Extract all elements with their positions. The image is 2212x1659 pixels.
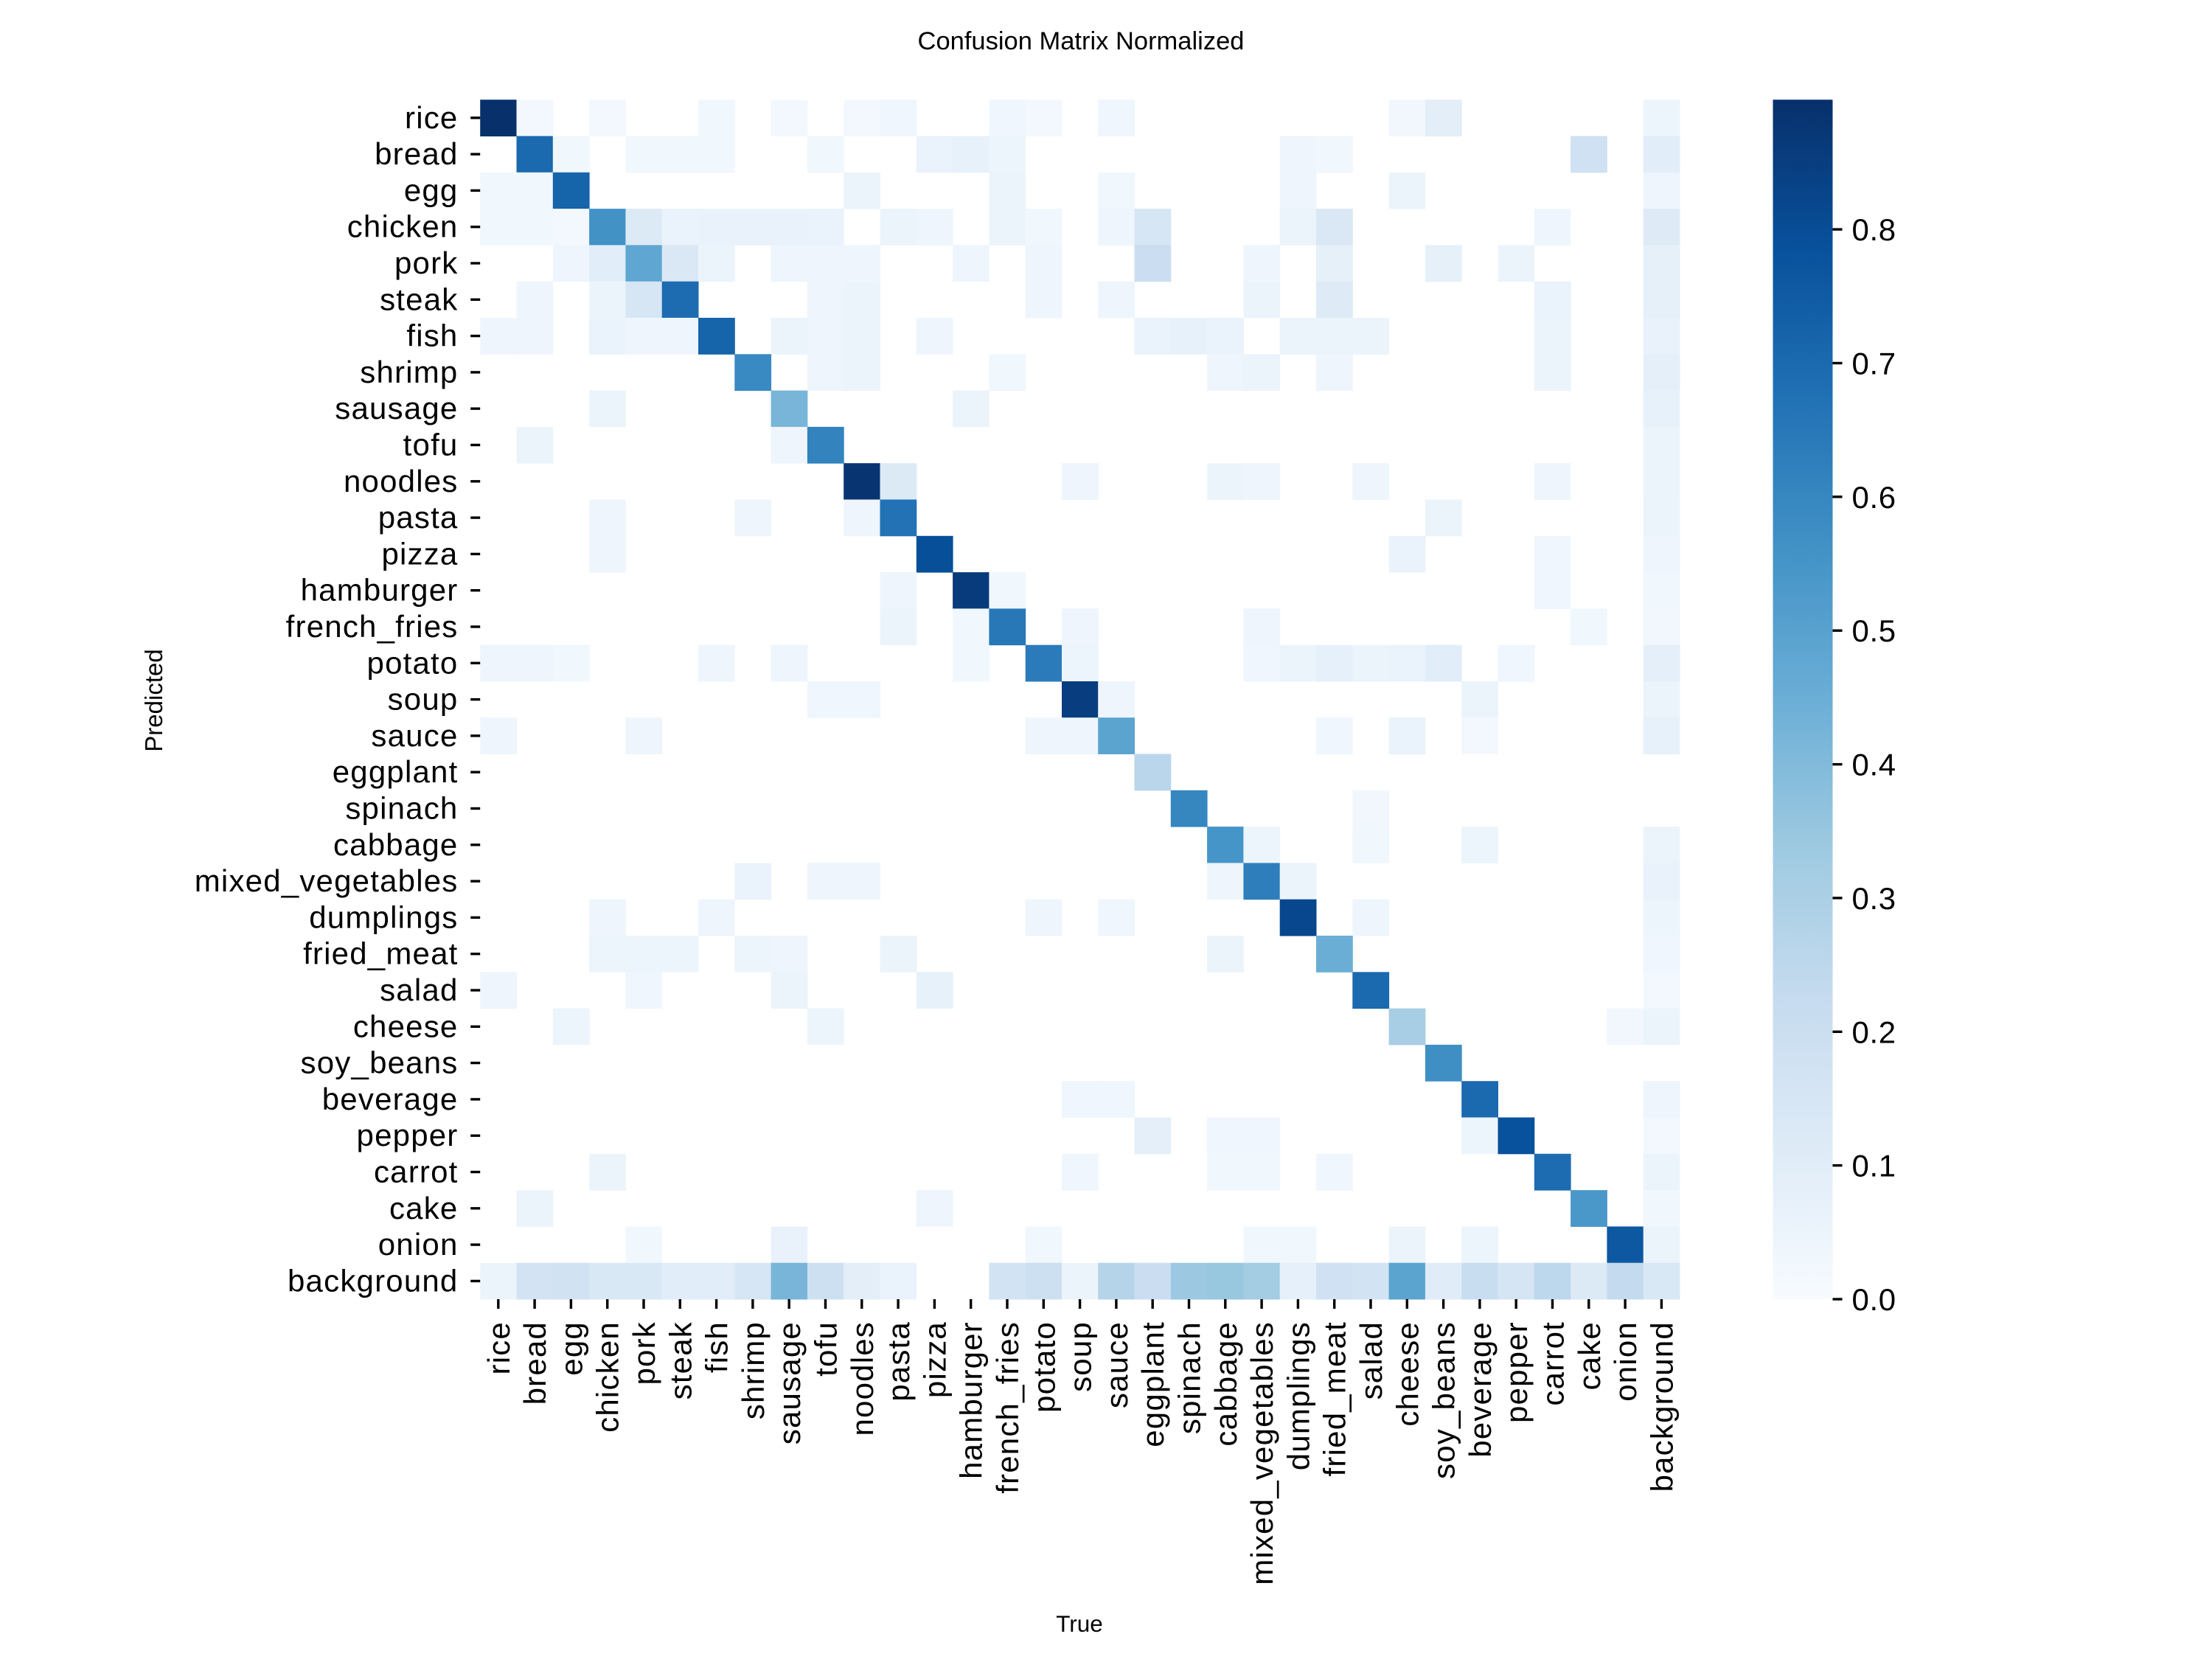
svg-text:shrimp: shrimp <box>360 355 458 389</box>
svg-text:fried_meat: fried_meat <box>1318 1321 1352 1476</box>
svg-text:fried_meat: fried_meat <box>303 936 458 971</box>
svg-text:pork: pork <box>394 246 459 280</box>
svg-text:mixed_vegetables: mixed_vegetables <box>1245 1321 1279 1585</box>
svg-text:eggplant: eggplant <box>333 754 459 789</box>
svg-text:0.1: 0.1 <box>1852 1149 1896 1183</box>
svg-text:Confusion Matrix Normalized: Confusion Matrix Normalized <box>918 27 1245 55</box>
svg-text:pasta: pasta <box>378 500 459 535</box>
svg-text:pork: pork <box>627 1321 661 1385</box>
svg-text:potato: potato <box>367 645 459 680</box>
svg-text:tofu: tofu <box>403 428 459 462</box>
svg-text:potato: potato <box>1026 1321 1061 1413</box>
svg-text:soy_beans: soy_beans <box>301 1046 459 1080</box>
svg-text:cheese: cheese <box>1390 1321 1425 1427</box>
svg-text:chicken: chicken <box>591 1321 625 1433</box>
svg-text:tofu: tofu <box>809 1321 844 1377</box>
svg-text:rice: rice <box>481 1321 516 1374</box>
svg-text:True: True <box>1056 1610 1103 1637</box>
svg-text:hamburger: hamburger <box>301 573 459 608</box>
svg-text:egg: egg <box>554 1321 588 1376</box>
svg-text:beverage: beverage <box>1463 1321 1498 1458</box>
svg-text:french_fries: french_fries <box>990 1321 1025 1494</box>
svg-text:background: background <box>288 1263 459 1298</box>
svg-text:hamburger: hamburger <box>954 1321 989 1479</box>
svg-text:beverage: beverage <box>322 1082 459 1116</box>
svg-text:dumplings: dumplings <box>1281 1321 1315 1470</box>
svg-text:0.2: 0.2 <box>1852 1015 1896 1049</box>
svg-text:mixed_vegetables: mixed_vegetables <box>195 863 459 898</box>
svg-text:soy_beans: soy_beans <box>1427 1321 1461 1479</box>
svg-text:onion: onion <box>1608 1321 1643 1402</box>
svg-text:cake: cake <box>389 1191 459 1225</box>
svg-text:cabbage: cabbage <box>333 827 459 862</box>
svg-text:sauce: sauce <box>1099 1321 1134 1408</box>
svg-text:cabbage: cabbage <box>1208 1321 1243 1447</box>
svg-text:fish: fish <box>406 319 458 353</box>
svg-text:chicken: chicken <box>347 209 459 244</box>
svg-text:0.0: 0.0 <box>1852 1282 1896 1317</box>
svg-text:soup: soup <box>388 682 459 717</box>
svg-text:salad: salad <box>1354 1321 1388 1399</box>
svg-text:fish: fish <box>700 1321 734 1373</box>
svg-text:salad: salad <box>380 973 458 1007</box>
svg-text:0.7: 0.7 <box>1852 347 1896 381</box>
svg-text:pizza: pizza <box>381 536 458 571</box>
svg-text:Predicted: Predicted <box>140 649 167 751</box>
svg-text:bread: bread <box>518 1321 552 1405</box>
svg-text:dumplings: dumplings <box>309 900 458 934</box>
svg-text:spinach: spinach <box>1172 1321 1207 1434</box>
svg-text:noodles: noodles <box>845 1321 880 1436</box>
svg-text:pasta: pasta <box>881 1321 916 1402</box>
svg-text:sausage: sausage <box>335 391 458 425</box>
svg-text:eggplant: eggplant <box>1135 1321 1170 1447</box>
svg-text:0.5: 0.5 <box>1852 613 1896 648</box>
svg-text:0.6: 0.6 <box>1852 480 1896 515</box>
svg-text:pepper: pepper <box>1499 1321 1534 1423</box>
svg-text:0.4: 0.4 <box>1852 748 1896 782</box>
svg-text:carrot: carrot <box>374 1155 459 1189</box>
svg-text:0.3: 0.3 <box>1852 881 1896 916</box>
svg-text:sauce: sauce <box>371 718 458 753</box>
svg-text:0.8: 0.8 <box>1852 212 1896 247</box>
svg-text:cake: cake <box>1572 1321 1607 1391</box>
svg-text:onion: onion <box>378 1227 459 1262</box>
svg-text:carrot: carrot <box>1536 1321 1571 1406</box>
svg-text:french_fries: french_fries <box>286 609 459 644</box>
svg-text:rice: rice <box>405 100 458 135</box>
svg-text:egg: egg <box>404 173 459 207</box>
svg-text:shrimp: shrimp <box>736 1321 771 1419</box>
svg-text:pepper: pepper <box>357 1118 459 1152</box>
svg-text:soup: soup <box>1063 1321 1098 1392</box>
svg-text:cheese: cheese <box>353 1009 459 1043</box>
svg-text:pizza: pizza <box>917 1321 952 1398</box>
svg-text:spinach: spinach <box>345 791 458 826</box>
svg-text:steak: steak <box>380 282 458 316</box>
svg-text:bread: bread <box>375 136 458 171</box>
svg-text:noodles: noodles <box>344 464 459 498</box>
svg-text:sausage: sausage <box>772 1321 807 1444</box>
svg-text:steak: steak <box>663 1321 698 1399</box>
svg-text:background: background <box>1644 1321 1679 1492</box>
